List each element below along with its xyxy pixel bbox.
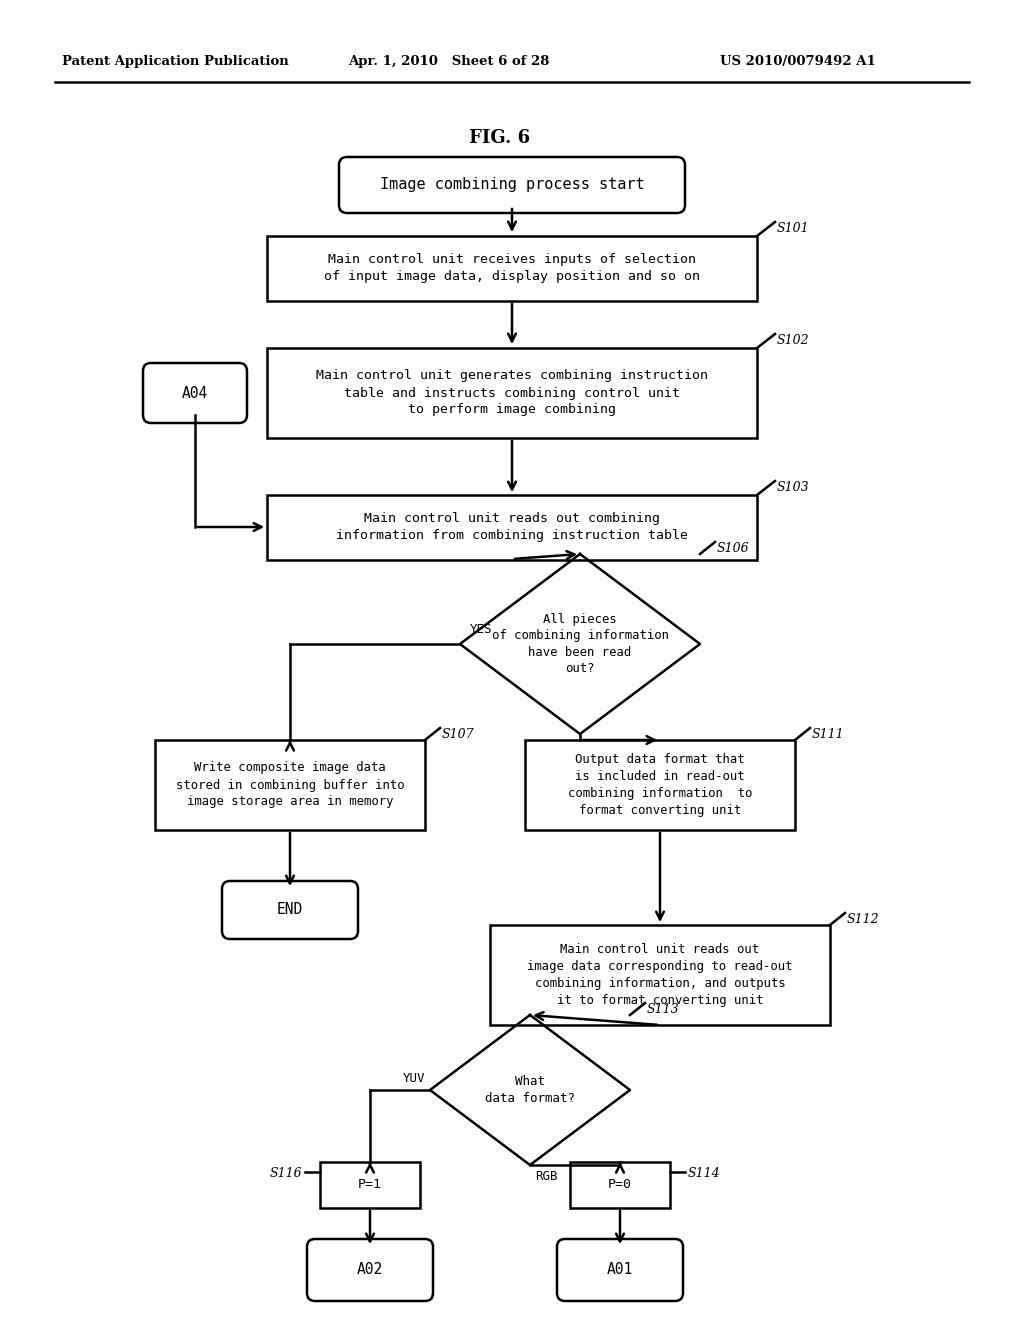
Text: NO: NO <box>588 748 603 762</box>
FancyBboxPatch shape <box>143 363 247 422</box>
Text: Output data format that
is included in read-out
combining information  to
format: Output data format that is included in r… <box>568 752 753 817</box>
Text: RGB: RGB <box>535 1170 557 1183</box>
Text: FIG. 6: FIG. 6 <box>469 129 530 147</box>
Text: P=1: P=1 <box>358 1179 382 1192</box>
FancyBboxPatch shape <box>155 741 425 830</box>
Text: YES: YES <box>470 623 493 636</box>
FancyBboxPatch shape <box>222 880 358 939</box>
Text: Main control unit reads out
image data corresponding to read-out
combining infor: Main control unit reads out image data c… <box>527 942 793 1007</box>
Text: Main control unit generates combining instruction
table and instructs combining : Main control unit generates combining in… <box>316 370 708 417</box>
Text: P=0: P=0 <box>608 1179 632 1192</box>
Text: Apr. 1, 2010   Sheet 6 of 28: Apr. 1, 2010 Sheet 6 of 28 <box>348 55 549 69</box>
Text: S112: S112 <box>847 913 880 927</box>
Text: S116: S116 <box>270 1167 303 1180</box>
Text: S106: S106 <box>717 543 750 554</box>
Text: All pieces
of combining information
have been read
out?: All pieces of combining information have… <box>492 612 669 676</box>
Text: YUV: YUV <box>402 1072 425 1085</box>
FancyBboxPatch shape <box>490 925 830 1026</box>
Text: Image combining process start: Image combining process start <box>380 177 644 193</box>
Text: A01: A01 <box>607 1262 633 1278</box>
Text: S107: S107 <box>442 729 475 741</box>
Text: US 2010/0079492 A1: US 2010/0079492 A1 <box>720 55 876 69</box>
Polygon shape <box>430 1015 630 1166</box>
FancyBboxPatch shape <box>339 157 685 213</box>
FancyBboxPatch shape <box>307 1239 433 1302</box>
Text: S103: S103 <box>777 480 810 494</box>
Text: A02: A02 <box>357 1262 383 1278</box>
FancyBboxPatch shape <box>319 1162 420 1208</box>
FancyBboxPatch shape <box>570 1162 670 1208</box>
Text: Write composite image data
stored in combining buffer into
image storage area in: Write composite image data stored in com… <box>176 762 404 808</box>
Text: What
data format?: What data format? <box>485 1076 575 1105</box>
Text: Main control unit receives inputs of selection
of input image data, display posi: Main control unit receives inputs of sel… <box>324 253 700 282</box>
FancyBboxPatch shape <box>267 348 757 438</box>
Polygon shape <box>460 554 700 734</box>
FancyBboxPatch shape <box>557 1239 683 1302</box>
Text: A04: A04 <box>182 385 208 400</box>
Text: S101: S101 <box>777 222 810 235</box>
Text: S113: S113 <box>647 1003 680 1016</box>
Text: S102: S102 <box>777 334 810 347</box>
FancyBboxPatch shape <box>267 235 757 301</box>
Text: END: END <box>276 903 303 917</box>
FancyBboxPatch shape <box>267 495 757 560</box>
Text: Patent Application Publication: Patent Application Publication <box>62 55 289 69</box>
Text: Main control unit reads out combining
information from combining instruction tab: Main control unit reads out combining in… <box>336 512 688 543</box>
Text: S111: S111 <box>812 729 845 741</box>
FancyBboxPatch shape <box>525 741 795 830</box>
Text: S114: S114 <box>688 1167 721 1180</box>
